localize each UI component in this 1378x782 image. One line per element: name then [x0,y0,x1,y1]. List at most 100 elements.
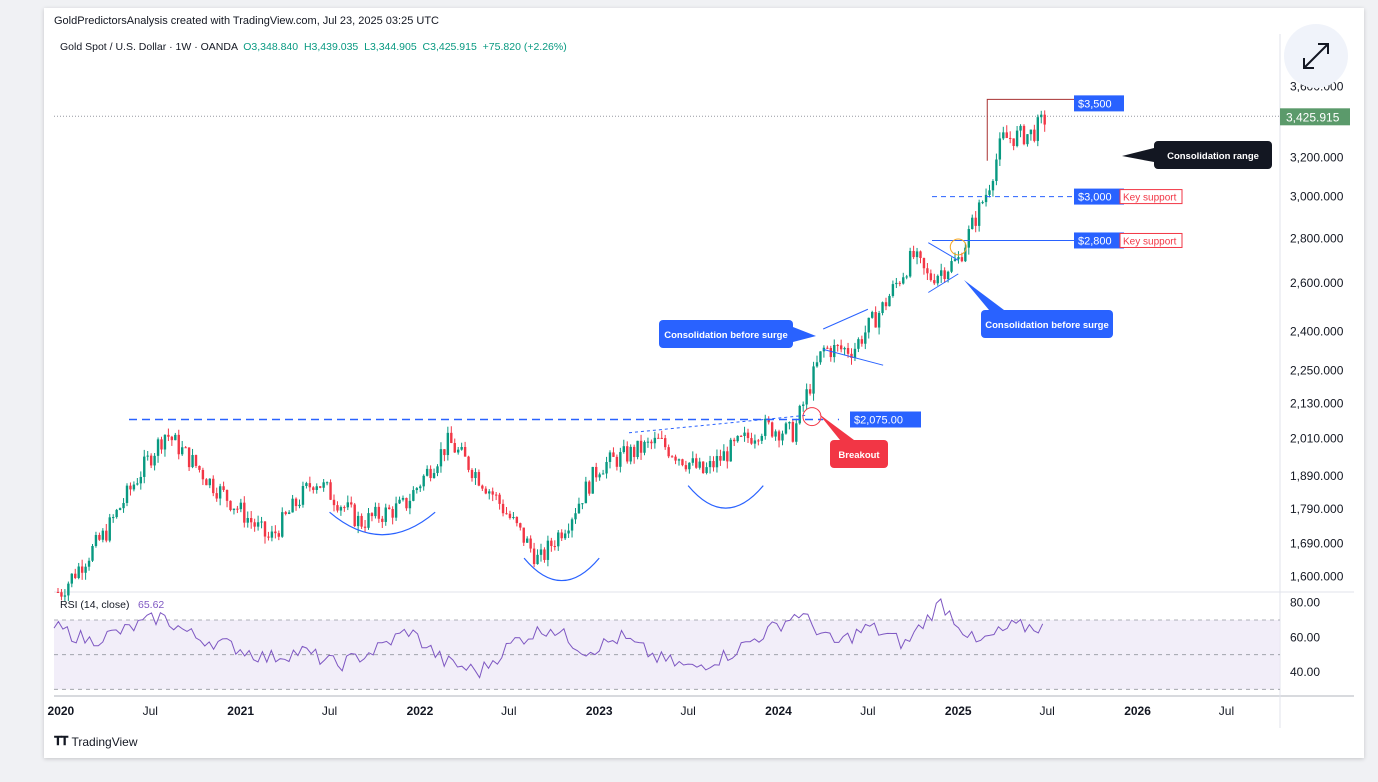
candle-body [56,592,60,593]
resistance-3500-line [986,98,1074,161]
candle-body [132,484,136,490]
callout-breakout: Breakout [838,450,880,461]
candle-body [125,485,129,503]
candle-body [77,566,80,579]
candle-body [674,456,677,461]
candle-body [684,465,688,470]
candle-body [163,434,167,450]
candle-body [691,458,694,463]
breakout-circle [802,407,822,427]
candle-body [708,461,712,468]
tradingview-logo[interactable]: 𝐓𝐓 TradingView [54,734,138,749]
candle-body [388,507,391,509]
candle-body [460,446,463,450]
candle-body [922,258,926,269]
candle-body [615,456,619,467]
price-tick-label: 1,690.000 [1290,537,1344,551]
candle-body [677,459,681,461]
candle-body [626,446,629,462]
price-tick-label: 1,790.000 [1290,502,1344,516]
callout-range-pointer [1122,148,1154,162]
candle-body [501,503,505,514]
candle-body [512,516,515,518]
candle-body [712,461,715,468]
candle-body [877,313,881,328]
key-support-label-bg [1119,232,1183,248]
candle-body [253,522,256,527]
candle-body [467,456,470,470]
candle-body [743,432,746,436]
candle-body [94,535,98,547]
candle-body [974,217,977,226]
candle-body [484,488,487,494]
candle-body [187,447,191,468]
candle-body [850,353,853,358]
expand-icon [1303,43,1329,69]
time-tick-label: 2025 [945,704,972,718]
candle-body [439,449,443,467]
candle-body [629,446,632,462]
legend-low: L3,344.905 [364,41,417,53]
candle-body [60,592,63,597]
candle-body [381,518,384,522]
candle-body [1036,117,1039,141]
candle-body [325,482,329,484]
price-tick-label: 1,890.000 [1290,469,1344,483]
candle-body [239,502,243,510]
time-tick-label: 2026 [1124,704,1151,718]
candle-body [1043,114,1046,125]
candle-body [139,476,142,484]
candle-body [757,440,760,442]
time-tick-label: 2024 [765,704,792,718]
candle-body [950,261,953,272]
candle-body [767,418,770,423]
candle-body [498,494,501,504]
candle-body [446,432,450,456]
candle-body [218,486,222,499]
candle-body [450,432,453,443]
candle-body [356,515,360,527]
candle-body [826,347,829,349]
candle-body [115,509,118,518]
candle-body [122,502,125,509]
candle-body [1012,138,1015,146]
candle-body [215,493,218,499]
candle-body [815,362,819,367]
callout-surge-2-bg [981,310,1113,338]
support-3000-tag: $3,000 [1078,192,1112,204]
candle-body [791,421,795,442]
candle-body [563,533,567,539]
current-price-tag [1280,108,1350,126]
candle-body [1002,132,1005,139]
candle-body [846,348,850,354]
candle-body [308,483,312,488]
price-tick-label: 2,600.000 [1290,276,1344,290]
candle-body [912,250,915,258]
rsi-band [54,620,1280,690]
candle-body [105,530,108,541]
rsi-tick-label: 40.00 [1290,665,1320,679]
candle-body [156,439,160,456]
candle-body [70,573,73,584]
candle-body [422,475,425,487]
key-support-label-bg [1119,189,1183,205]
candle-body [1040,114,1043,118]
candle-body [595,466,598,478]
candle-body [143,456,146,477]
candle-body [505,513,508,515]
expand-button[interactable] [1284,24,1348,88]
time-tick-label: Jul [143,704,158,718]
candle-body [149,455,153,466]
candle-body [843,348,846,350]
candle-body [201,469,205,480]
candle-body [729,439,732,462]
cup-pattern-arc [329,511,436,536]
candle-body [908,250,912,277]
candle-body [715,456,719,468]
callout-surge-2-pointer [964,280,1004,310]
candle-body [867,317,870,333]
candle-body [298,504,301,507]
candle-body [795,423,798,442]
candle-body [646,441,650,443]
symbol-legend: Gold Spot / U.S. Dollar · 1W · OANDA O3,… [60,41,567,53]
